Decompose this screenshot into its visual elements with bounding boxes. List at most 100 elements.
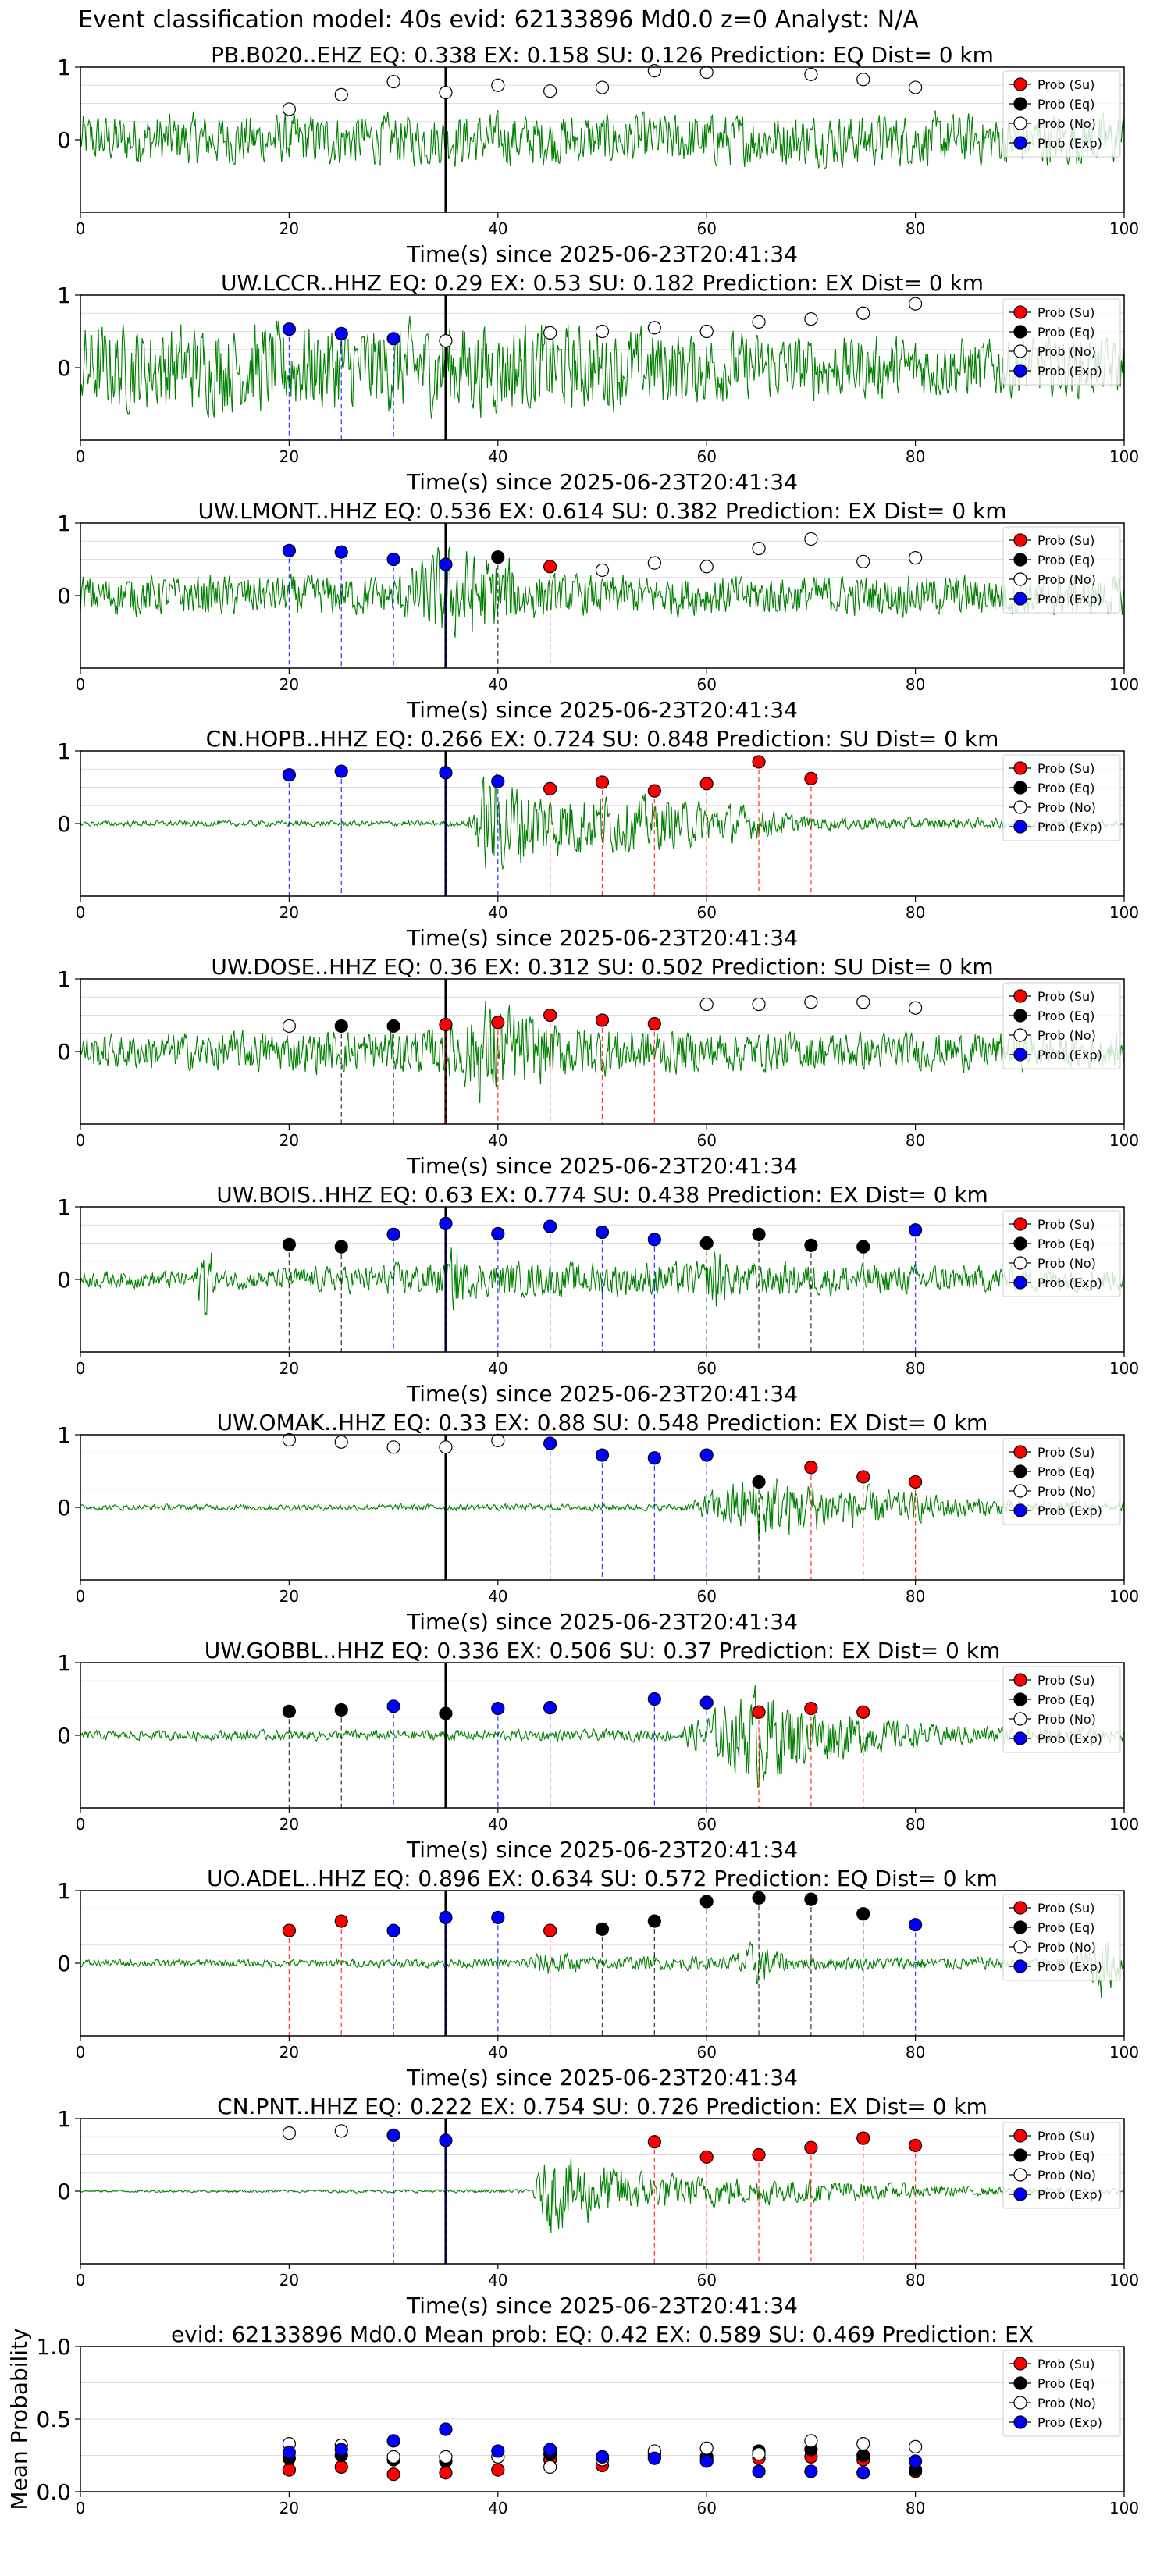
- mean-point-no: [804, 2434, 818, 2448]
- x-tick-label: 40: [488, 1131, 507, 1150]
- prob-point-no: [439, 333, 453, 348]
- mean-point-su: [282, 2463, 296, 2477]
- panel-title: UW.DOSE..HHZ EQ: 0.36 EX: 0.312 SU: 0.50…: [211, 954, 993, 980]
- prob-point-no: [699, 324, 714, 339]
- legend-marker-su: [1013, 989, 1027, 1003]
- prob-point-exp: [647, 1692, 661, 1706]
- legend-marker-no: [1013, 800, 1027, 814]
- prob-point-exp: [386, 2128, 400, 2142]
- prob-point-no: [334, 1435, 348, 1449]
- legend-marker-exp: [1013, 364, 1027, 378]
- mean-point-exp: [908, 2454, 923, 2468]
- panel-title: UW.LMONT..HHZ EQ: 0.536 EX: 0.614 SU: 0.…: [198, 498, 1006, 524]
- x-tick-label: 40: [488, 675, 507, 694]
- prob-point-su: [856, 1470, 870, 1484]
- x-tick-label: 20: [279, 675, 299, 694]
- mean-point-su: [491, 2463, 505, 2477]
- x-tick-label: 20: [279, 1131, 299, 1150]
- legend-marker-no: [1013, 116, 1027, 130]
- y-tick-label: 1: [57, 1194, 71, 1220]
- legend-marker-eq: [1013, 1236, 1027, 1251]
- prob-point-no: [491, 1433, 505, 1448]
- prob-point-no: [752, 315, 766, 329]
- prob-point-su: [334, 1914, 348, 1928]
- mean-point-no: [856, 2437, 870, 2451]
- mean-point-exp: [334, 2443, 348, 2457]
- mean-point-no: [386, 2450, 400, 2464]
- mean-point-no: [439, 2450, 453, 2464]
- x-tick-label: 40: [488, 2499, 507, 2517]
- prob-point-su: [804, 2140, 818, 2154]
- legend-marker-exp: [1013, 820, 1027, 834]
- legend-marker-su: [1013, 77, 1027, 91]
- mean-point-exp: [491, 2444, 505, 2458]
- legend-marker-eq: [1013, 1920, 1027, 1934]
- prob-point-su: [752, 755, 766, 769]
- mean-point-eq: [856, 2448, 870, 2463]
- x-tick-label: 100: [1109, 1587, 1139, 1606]
- prob-point-no: [282, 1019, 296, 1034]
- prob-point-su: [647, 2135, 661, 2149]
- legend-label-eq: Prob (Eq): [1038, 1464, 1094, 1479]
- panel-title: evid: 62133896 Md0.0 Mean prob: EQ: 0.42…: [171, 2322, 1034, 2347]
- legend-label-su: Prob (Su): [1038, 1673, 1094, 1688]
- prob-point-exp: [491, 774, 505, 788]
- prob-point-exp: [439, 766, 453, 780]
- x-tick-label: 20: [279, 1587, 299, 1606]
- mean-point-no: [699, 2441, 714, 2455]
- legend-marker-exp: [1013, 1959, 1027, 1973]
- legend-marker-exp: [1013, 592, 1027, 606]
- y-tick-label: 0.5: [36, 2407, 71, 2432]
- prob-point-no: [856, 73, 870, 87]
- x-axis-label: Time(s) since 2025-06-23T20:41:34: [406, 469, 798, 495]
- y-tick-label: 1: [57, 55, 71, 80]
- legend-label-exp: Prob (Exp): [1038, 136, 1102, 151]
- x-tick-label: 0: [76, 2271, 86, 2290]
- x-tick-label: 40: [488, 1587, 507, 1606]
- legend-label-exp: Prob (Exp): [1038, 1959, 1102, 1974]
- legend-marker-no: [1013, 572, 1027, 586]
- legend-marker-no: [1013, 1256, 1027, 1270]
- x-tick-label: 100: [1109, 2271, 1139, 2290]
- legend-label-eq: Prob (Eq): [1038, 781, 1094, 795]
- prob-point-exp: [439, 557, 453, 571]
- mean-point-exp: [647, 2451, 661, 2465]
- x-axis-label: Time(s) since 2025-06-23T20:41:34: [406, 1153, 798, 1179]
- prob-point-exp: [908, 1918, 923, 1932]
- prob-point-exp: [386, 552, 400, 567]
- prob-point-exp: [491, 1701, 505, 1716]
- legend-marker-no: [1013, 344, 1027, 358]
- mean-point-exp: [752, 2464, 766, 2478]
- legend-label-no: Prob (No): [1038, 116, 1096, 131]
- y-tick-label: 0: [57, 1267, 71, 1293]
- waveform-trace: [80, 773, 1125, 870]
- y-tick-label: 0: [57, 811, 71, 837]
- legend-marker-exp: [1013, 2187, 1027, 2201]
- panel-title: UO.ADEL..HHZ EQ: 0.896 EX: 0.634 SU: 0.5…: [207, 1866, 998, 1891]
- legend-box: [1002, 1438, 1121, 1525]
- x-tick-label: 40: [488, 219, 507, 238]
- x-tick-label: 60: [696, 1587, 716, 1606]
- prob-point-eq: [282, 1704, 296, 1718]
- legend-label-no: Prob (No): [1038, 2168, 1096, 2183]
- prob-point-eq: [856, 1240, 870, 1254]
- legend-marker-su: [1013, 2129, 1027, 2143]
- panel-title: CN.PNT..HHZ EQ: 0.222 EX: 0.754 SU: 0.72…: [217, 2094, 988, 2119]
- prob-point-no: [439, 85, 453, 100]
- x-tick-label: 0: [76, 1359, 86, 1378]
- x-axis-label: Time(s) since 2025-06-23T20:41:34: [406, 697, 798, 723]
- x-tick-label: 0: [76, 903, 86, 922]
- prob-point-no: [386, 1440, 400, 1454]
- legend-label-su: Prob (Su): [1038, 761, 1094, 776]
- prob-point-exp: [491, 1910, 505, 1925]
- prob-point-exp: [439, 1216, 453, 1230]
- prob-point-eq: [647, 1914, 661, 1928]
- x-tick-label: 60: [696, 219, 716, 238]
- legend-box: [1002, 1666, 1121, 1753]
- x-tick-label: 100: [1109, 2043, 1139, 2062]
- x-axis-label: Time(s) since 2025-06-23T20:41:34: [406, 2065, 798, 2090]
- x-axis-label: Time(s) since 2025-06-23T20:41:34: [406, 925, 798, 951]
- x-tick-label: 20: [279, 447, 299, 466]
